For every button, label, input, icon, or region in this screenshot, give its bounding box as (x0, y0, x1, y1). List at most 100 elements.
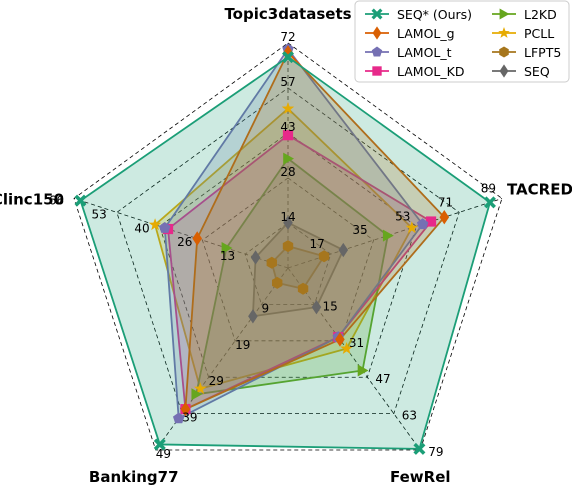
legend-label-lamol-g: LAMOL_g (397, 26, 455, 41)
data-point-l2kd-fewrel (357, 364, 369, 377)
tick-label-clinc150-1: 13 (220, 249, 235, 263)
data-point-l2kd-clinc150 (221, 241, 233, 254)
axis-label-fewrel: FewRel (390, 468, 451, 486)
data-point-lamol-g-clinc150 (192, 231, 203, 246)
data-point-lamol-t-tacred (416, 218, 429, 230)
data-point-pcll-tacred (405, 221, 419, 234)
series-area-seq (252, 221, 345, 318)
tick-label-tacred-5: 89 (481, 181, 496, 195)
radar-series (79, 48, 491, 450)
legend-marker-lamol-g (372, 26, 382, 40)
data-point-lfpt5-clinc150 (266, 256, 277, 269)
data-point-lamol-kd-topic3datasets (282, 130, 294, 141)
legend-item-seq: SEQ (492, 64, 550, 79)
tick-label-topic3datasets-1: 14 (280, 210, 295, 224)
legend-marker-l2kd (499, 8, 510, 20)
tick-label-banking77-3: 29 (209, 374, 224, 388)
data-point-pcll-topic3datasets (281, 102, 295, 114)
legend-label-lamol-t: LAMOL_t (397, 45, 452, 60)
data-point-seq-fewrel (311, 299, 322, 315)
legend-label-pcll: PCLL (524, 26, 554, 41)
legend: SEQ* (Ours) LAMOL_g LAMOL_t LAMOL_KD L2KD PCL… (354, 0, 570, 83)
axis-label-topic3datasets: Topic3datasets (224, 5, 351, 23)
data-point-seq-ours-topic3datasets (282, 51, 294, 64)
tick-label-topic3datasets-2: 28 (280, 165, 295, 179)
radar-markers (74, 43, 496, 455)
series-area-seq-ours (79, 56, 491, 450)
data-point-seq-ours-tacred (483, 196, 496, 209)
series-area-lamol-g (184, 51, 446, 411)
grid-ring-5 (73, 42, 503, 451)
tick-label-clinc150-2: 26 (177, 235, 192, 249)
legend-label-lamol-kd: LAMOL_KD (397, 64, 464, 79)
data-point-lfpt5-tacred (318, 250, 330, 263)
legend-marker-lfpt5 (499, 46, 509, 58)
legend-marker-pcll (498, 26, 510, 38)
legend-label-lfpt5: LFPT5 (524, 45, 561, 60)
radar-labels: 14 28 43 57 72 17 35 53 71 89 15 31 47 63 79 9 19 29 39 49 1… (0, 5, 572, 486)
data-point-lamol-g-banking77 (180, 401, 191, 417)
tick-label-banking77-1: 9 (262, 301, 270, 315)
tick-label-fewrel-4: 63 (402, 409, 417, 423)
tick-label-banking77-2: 19 (235, 338, 250, 352)
legend-item-lfpt5: LFPT5 (492, 45, 561, 60)
legend-item-lamol-g: LAMOL_g (365, 26, 455, 41)
data-point-seq-banking77 (248, 309, 258, 324)
data-point-lamol-kd-tacred (425, 216, 437, 227)
tick-label-tacred-4: 71 (438, 195, 453, 209)
series-area-lamol-kd (167, 134, 432, 411)
data-point-lamol-g-tacred (439, 210, 450, 225)
axis-label-banking77: Banking77 (89, 468, 179, 486)
legend-label-seq: SEQ (524, 64, 550, 79)
legend-marker-seq-ours (371, 8, 383, 20)
data-point-l2kd-topic3datasets (283, 152, 294, 165)
data-point-pcll-clinc150 (148, 218, 162, 231)
axis-spoke-fewrel (287, 267, 421, 451)
data-point-seq-tacred (338, 242, 349, 258)
data-point-lamol-t-clinc150 (159, 221, 171, 233)
tick-label-clinc150-3: 40 (134, 221, 149, 235)
data-point-pcll-fewrel (340, 342, 353, 354)
data-point-seq-ours-banking77 (153, 438, 166, 451)
legend-label-l2kd: L2KD (524, 7, 557, 22)
legend-marker-lamol-kd (372, 66, 382, 76)
data-point-lamol-t-banking77 (172, 412, 185, 424)
legend-item-pcll: PCLL (492, 26, 554, 41)
tick-label-clinc150-4: 53 (92, 207, 107, 221)
axis-label-clinc150: Clinc150 (0, 190, 64, 208)
grid-ring-4 (116, 87, 460, 415)
data-point-lfpt5-fewrel (297, 282, 309, 295)
legend-marker-seq (499, 64, 509, 78)
legend-item-l2kd: L2KD (492, 7, 557, 22)
legend-item-lamol-kd: LAMOL_KD (365, 64, 464, 79)
data-point-lfpt5-banking77 (272, 276, 283, 289)
tick-label-tacred-2: 35 (352, 223, 367, 237)
tick-label-tacred-1: 17 (310, 237, 325, 251)
data-point-seq-topic3datasets (283, 215, 293, 230)
tick-label-banking77-4: 39 (182, 411, 197, 425)
tick-label-banking77-5: 49 (156, 447, 171, 461)
tick-label-tacred-3: 53 (395, 209, 410, 223)
tick-label-fewrel-5: 79 (428, 445, 443, 459)
tick-label-topic3datasets-5: 72 (280, 30, 295, 44)
legend-marker-lamol-t (371, 46, 383, 57)
axis-spoke-banking77 (155, 267, 289, 451)
axis-label-tacred: TACRED (507, 180, 572, 198)
data-point-seq-ours-fewrel (413, 442, 426, 455)
tick-label-fewrel-3: 47 (375, 372, 390, 386)
tick-label-topic3datasets-4: 57 (280, 75, 295, 89)
legend-label-seq-ours: SEQ* (Ours) (397, 7, 472, 22)
data-point-lamol-g-fewrel (335, 332, 345, 347)
data-point-l2kd-banking77 (191, 388, 203, 401)
data-point-l2kd-tacred (382, 229, 394, 242)
tick-label-fewrel-1: 15 (322, 299, 337, 313)
legend-item-seq-ours: SEQ* (Ours) (365, 7, 472, 22)
grid-ring-3 (159, 132, 417, 378)
data-point-seq-clinc150 (250, 250, 261, 265)
legend-item-lamol-t: LAMOL_t (365, 45, 452, 60)
tick-label-topic3datasets-3: 43 (280, 120, 295, 134)
data-point-seq-ours-clinc150 (74, 194, 87, 207)
data-point-pcll-banking77 (194, 382, 207, 395)
series-area-lamol-t (163, 48, 424, 420)
